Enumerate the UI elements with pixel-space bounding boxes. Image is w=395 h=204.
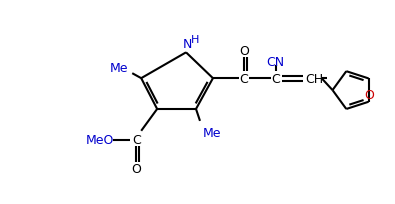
Text: O: O [365,89,374,102]
Text: H: H [191,35,199,45]
Text: C: C [239,72,248,85]
Text: O: O [131,162,141,175]
Text: Me: Me [110,61,128,74]
Text: CH: CH [305,72,324,85]
Text: N: N [182,38,192,51]
Text: Me: Me [203,127,221,140]
Text: C: C [132,134,141,146]
Text: CN: CN [267,55,285,68]
Text: MeO: MeO [86,134,115,146]
Text: O: O [239,45,249,58]
Text: C: C [271,72,280,85]
